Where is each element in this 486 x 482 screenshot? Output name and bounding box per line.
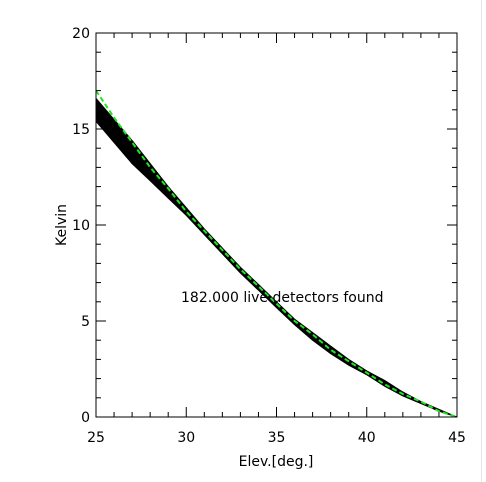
y-tick-label: 20 [72,26,90,42]
y-tick-label: 0 [81,410,90,426]
annotation-text: 182.000 live detectors found [181,290,383,306]
y-tick-label: 5 [81,314,90,330]
x-tick-label: 25 [87,430,105,446]
x-tick-label: 40 [358,430,376,446]
x-tick-label: 35 [268,430,286,446]
plot-frame [95,32,458,418]
y-tick-label: 10 [72,218,90,234]
x-tick-label: 45 [448,430,466,446]
x-tick-label: 30 [177,430,195,446]
x-axis-label: Elev.[deg.] [239,454,314,470]
y-axis-label: Kelvin [54,204,70,246]
detector-band [96,97,457,417]
fit-line-0 [96,90,457,417]
y-tick-label: 15 [72,122,90,138]
window-edge [481,0,482,482]
